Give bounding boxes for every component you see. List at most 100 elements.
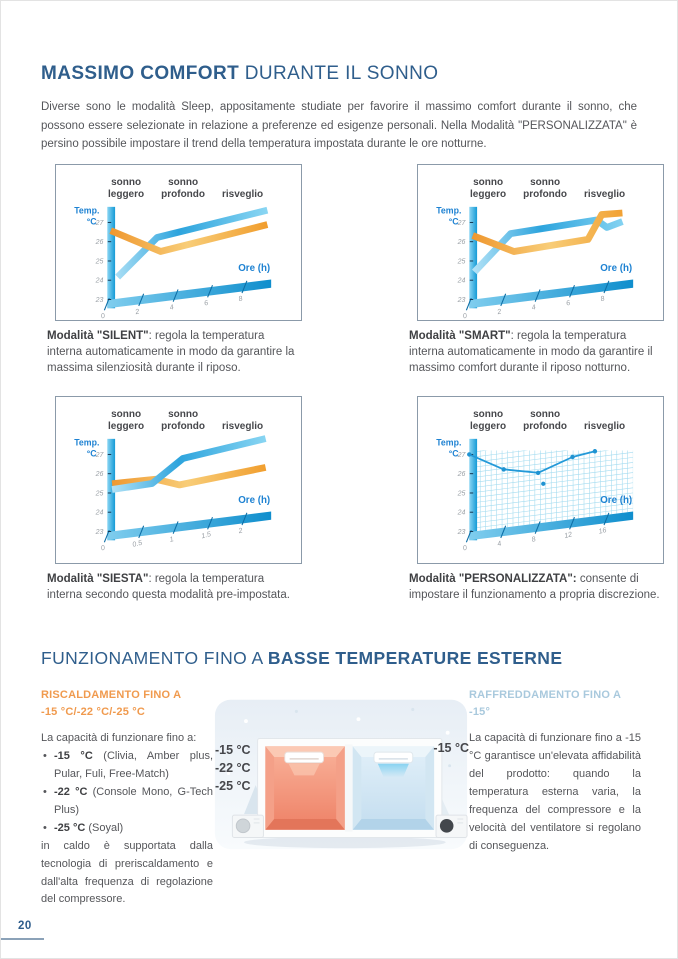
sleep-phase-labels: sonno leggero sonno profondo risveglio (418, 165, 663, 201)
bullet-icon: • (43, 785, 47, 798)
phase-label: sonno profondo (161, 176, 205, 200)
bullet-icon: • (43, 750, 47, 763)
svg-text:27: 27 (457, 220, 467, 227)
outdoor-unit (435, 814, 468, 839)
svg-text:1.5: 1.5 (201, 532, 212, 541)
page-title-bold: MASSIMO COMFORT (41, 63, 240, 84)
cooling-temperature-label: -15 °C (433, 741, 469, 756)
svg-text:24: 24 (457, 510, 466, 517)
phase-label: sonno profondo (523, 176, 567, 200)
heating-body: La capacità di funzionare fino a: • -15 °… (41, 730, 213, 909)
svg-text:0.5: 0.5 (132, 540, 143, 549)
sleep-phase-labels: sonno leggero sonno profondo risveglio (56, 397, 301, 433)
svg-text:2: 2 (134, 308, 141, 316)
phase-label: risveglio (222, 188, 264, 200)
section-title-low-temperatures: FUNZIONAMENTO FINO A BASSE TEMPERATURE E… (41, 648, 563, 669)
svg-text:24: 24 (95, 510, 104, 517)
svg-text:0: 0 (462, 313, 468, 320)
svg-text:Ore (h): Ore (h) (600, 263, 632, 274)
svg-text:Ore (h): Ore (h) (238, 496, 270, 507)
cooling-column: RAFFREDDAMENTO FINO A -15° La capacità d… (469, 685, 641, 866)
svg-text:°C: °C (449, 449, 460, 459)
svg-text:Ore (h): Ore (h) (600, 496, 632, 507)
svg-text:25: 25 (457, 491, 466, 498)
phase-label: sonno leggero (108, 176, 145, 200)
indoor-ac-unit (284, 751, 325, 764)
svg-text:Temp.: Temp. (436, 438, 461, 448)
chart-siesta-svg: 0 0.5 1 1.5 2 27 26 25 24 23 Temp.°C Ore (h) (74, 435, 272, 552)
svg-text:26: 26 (95, 239, 104, 246)
svg-text:°C: °C (87, 449, 98, 459)
heated-room (265, 746, 345, 830)
cooling-body: La capacità di funzionare fino a -15 °C … (469, 732, 641, 852)
svg-text:°C: °C (449, 216, 460, 226)
svg-text:0: 0 (100, 545, 106, 552)
sleep-mode-card-silent: sonno leggero sonno profondo risveglio 0… (47, 163, 302, 377)
cooling-heading: RAFFREDDAMENTO FINO A -15° (469, 689, 622, 718)
heating-intro: La capacità di funzionare fino a: (41, 732, 197, 745)
list-item: • -22 °C (Console Mono, G-Tech Plus) (43, 785, 213, 816)
sleep-phase-labels: sonno leggero sonno profondo risveglio (418, 397, 663, 433)
low-temperature-section: RISCALDAMENTO FINO A -15 °C/-22 °C/-25 °… (41, 685, 641, 909)
phase-label: sonno profondo (161, 409, 205, 433)
svg-text:2: 2 (237, 528, 244, 536)
svg-text:27: 27 (95, 452, 105, 459)
sleep-mode-card-smart: sonno leggero sonno profondo risveglio 0… (409, 163, 664, 377)
svg-text:1: 1 (169, 537, 175, 545)
svg-text:0: 0 (462, 545, 468, 552)
svg-text:23: 23 (457, 297, 466, 304)
phase-label: risveglio (222, 421, 264, 433)
svg-text:26: 26 (457, 239, 466, 246)
intro-paragraph: Diverse sono le modalità Sleep, apposita… (41, 101, 637, 151)
svg-text:6: 6 (566, 300, 572, 308)
svg-text:Ore (h): Ore (h) (238, 263, 270, 274)
sleep-modes-grid: sonno leggero sonno profondo risveglio 0… (47, 163, 677, 604)
svg-text:26: 26 (95, 472, 104, 479)
winter-rooms-illustration (214, 699, 468, 850)
sleep-mode-card-siesta: sonno leggero sonno profondo risveglio 0… (47, 396, 302, 604)
chart-caption-silent: Modalità "SILENT": regola la temperatura… (47, 329, 295, 374)
heating-model-list: • -15 °C (Clivia, Amber plus, Pular, Fuli… (41, 748, 213, 838)
svg-text:25: 25 (95, 258, 104, 265)
temp-label: -15 °C (215, 743, 251, 758)
svg-text:Temp.: Temp. (74, 206, 99, 216)
svg-text:8: 8 (238, 295, 244, 303)
phase-label: sonno profondo (523, 409, 567, 433)
svg-text:8: 8 (531, 537, 537, 545)
indoor-ac-unit (373, 751, 414, 764)
phase-label: sonno leggero (470, 176, 507, 200)
phase-label: sonno leggero (470, 409, 507, 433)
chart-caption-siesta: Modalità "SIESTA": regola la temperatura… (47, 573, 290, 602)
cooled-room (352, 746, 435, 830)
sleep-phase-labels: sonno leggero sonno profondo risveglio (56, 165, 301, 201)
chart-box-silent: sonno leggero sonno profondo risveglio 0… (55, 163, 302, 321)
svg-text:6: 6 (204, 300, 210, 308)
svg-text:4: 4 (169, 304, 175, 312)
chart-caption-personalizzata: Modalità "PERSONALIZZATA": consente di i… (409, 573, 660, 602)
sleep-mode-card-personalizzata: sonno leggero sonno profondo risveglio 0… (409, 396, 664, 604)
svg-text:23: 23 (95, 529, 104, 536)
chart-caption-smart: Modalità "SMART": regola la temperatura … (409, 329, 653, 374)
temp-label: -25 °C (215, 779, 251, 794)
svg-text:8: 8 (600, 295, 606, 303)
svg-text:23: 23 (457, 529, 466, 536)
low-temp-illustration: -15 °C -22 °C -25 °C -15 °C (213, 695, 469, 881)
phase-label: sonno leggero (108, 409, 145, 433)
svg-text:16: 16 (598, 527, 607, 536)
svg-text:0: 0 (100, 313, 106, 320)
chart-box-personalizzata: sonno leggero sonno profondo risveglio 0… (417, 396, 664, 565)
list-item: • -25 °C (Soyal) (41, 820, 213, 838)
svg-text:24: 24 (457, 278, 466, 285)
chart-box-siesta: sonno leggero sonno profondo risveglio 0… (55, 396, 302, 565)
page-number: 20 (18, 920, 32, 932)
svg-text:27: 27 (95, 220, 105, 227)
list-item: • -15 °C (Clivia, Amber plus, Pular, Fuli… (43, 750, 213, 781)
svg-text:2: 2 (496, 308, 503, 316)
svg-text:4: 4 (497, 541, 503, 549)
footer-rule (1, 938, 44, 940)
phase-label: risveglio (584, 188, 626, 200)
svg-text:12: 12 (564, 532, 573, 541)
